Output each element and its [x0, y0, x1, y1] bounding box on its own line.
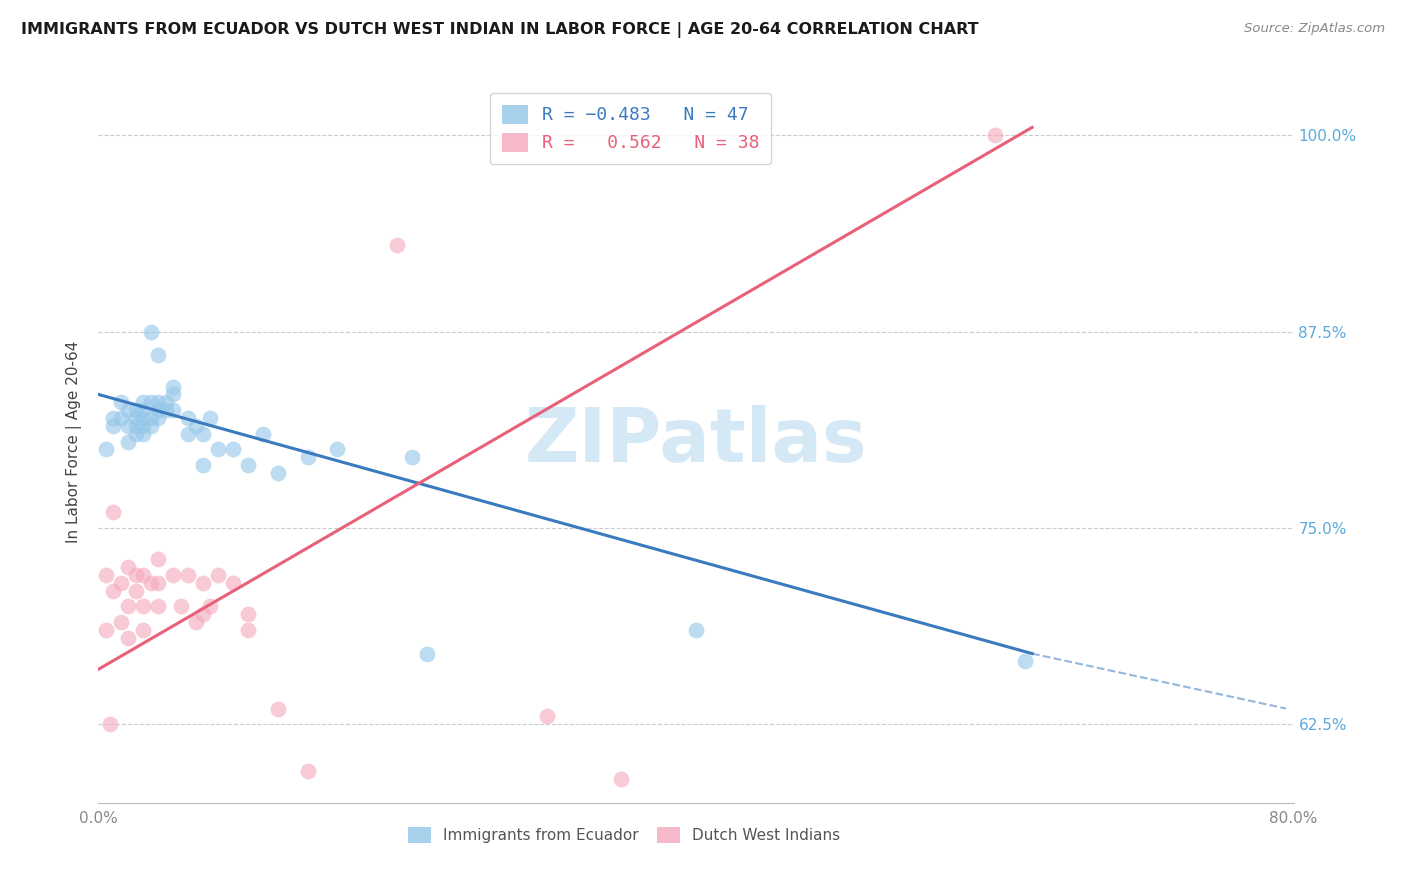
- Point: [103, 411, 125, 425]
- Point: [1014, 655, 1036, 669]
- Point: [148, 599, 170, 614]
- Point: [416, 647, 439, 661]
- Point: [267, 701, 290, 715]
- Point: [117, 599, 139, 614]
- Point: [184, 418, 207, 433]
- Point: [125, 583, 148, 598]
- Point: [94, 568, 117, 582]
- Point: [252, 426, 274, 441]
- Point: [110, 411, 132, 425]
- Point: [191, 607, 214, 622]
- Point: [536, 709, 558, 723]
- Point: [125, 403, 148, 417]
- Point: [236, 607, 259, 622]
- Point: [200, 599, 222, 614]
- Text: Source: ZipAtlas.com: Source: ZipAtlas.com: [1244, 22, 1385, 36]
- Point: [139, 575, 162, 590]
- Point: [139, 418, 162, 433]
- Point: [132, 623, 155, 637]
- Point: [103, 418, 125, 433]
- Point: [169, 599, 191, 614]
- Point: [103, 583, 125, 598]
- Point: [191, 458, 214, 472]
- Point: [139, 325, 162, 339]
- Legend: Immigrants from Ecuador, Dutch West Indians: Immigrants from Ecuador, Dutch West Indi…: [402, 822, 846, 849]
- Point: [191, 426, 214, 441]
- Point: [125, 418, 148, 433]
- Point: [148, 552, 170, 566]
- Point: [125, 411, 148, 425]
- Point: [162, 379, 184, 393]
- Point: [430, 804, 453, 818]
- Point: [177, 411, 200, 425]
- Point: [132, 403, 155, 417]
- Point: [148, 348, 170, 362]
- Point: [117, 560, 139, 574]
- Point: [110, 395, 132, 409]
- Point: [139, 411, 162, 425]
- Point: [155, 395, 177, 409]
- Point: [110, 575, 132, 590]
- Point: [184, 615, 207, 630]
- Point: [132, 599, 155, 614]
- Point: [148, 403, 170, 417]
- Point: [155, 403, 177, 417]
- Point: [132, 395, 155, 409]
- Point: [148, 395, 170, 409]
- Point: [125, 426, 148, 441]
- Text: IMMIGRANTS FROM ECUADOR VS DUTCH WEST INDIAN IN LABOR FORCE | AGE 20-64 CORRELAT: IMMIGRANTS FROM ECUADOR VS DUTCH WEST IN…: [21, 22, 979, 38]
- Point: [148, 575, 170, 590]
- Point: [236, 458, 259, 472]
- Point: [207, 568, 229, 582]
- Point: [132, 418, 155, 433]
- Point: [117, 403, 139, 417]
- Point: [191, 575, 214, 590]
- Point: [132, 426, 155, 441]
- Point: [162, 387, 184, 401]
- Point: [162, 568, 184, 582]
- Text: ZIPatlas: ZIPatlas: [524, 405, 868, 478]
- Point: [103, 505, 125, 519]
- Point: [98, 717, 122, 731]
- Point: [132, 411, 155, 425]
- Point: [342, 819, 364, 833]
- Point: [139, 395, 162, 409]
- Point: [125, 568, 148, 582]
- Point: [610, 772, 633, 787]
- Point: [267, 466, 290, 480]
- Point: [162, 403, 184, 417]
- Point: [222, 575, 245, 590]
- Point: [200, 411, 222, 425]
- Y-axis label: In Labor Force | Age 20-64: In Labor Force | Age 20-64: [66, 341, 83, 542]
- Point: [94, 623, 117, 637]
- Point: [177, 426, 200, 441]
- Point: [401, 450, 423, 465]
- Point: [148, 411, 170, 425]
- Point: [297, 450, 319, 465]
- Point: [326, 442, 349, 457]
- Point: [297, 764, 319, 779]
- Point: [94, 442, 117, 457]
- Point: [385, 812, 409, 826]
- Point: [222, 442, 245, 457]
- Point: [110, 615, 132, 630]
- Point: [207, 442, 229, 457]
- Point: [236, 623, 259, 637]
- Point: [117, 631, 139, 645]
- Point: [117, 434, 139, 449]
- Point: [385, 238, 409, 252]
- Point: [984, 128, 1007, 143]
- Point: [685, 623, 707, 637]
- Point: [132, 568, 155, 582]
- Point: [117, 418, 139, 433]
- Point: [177, 568, 200, 582]
